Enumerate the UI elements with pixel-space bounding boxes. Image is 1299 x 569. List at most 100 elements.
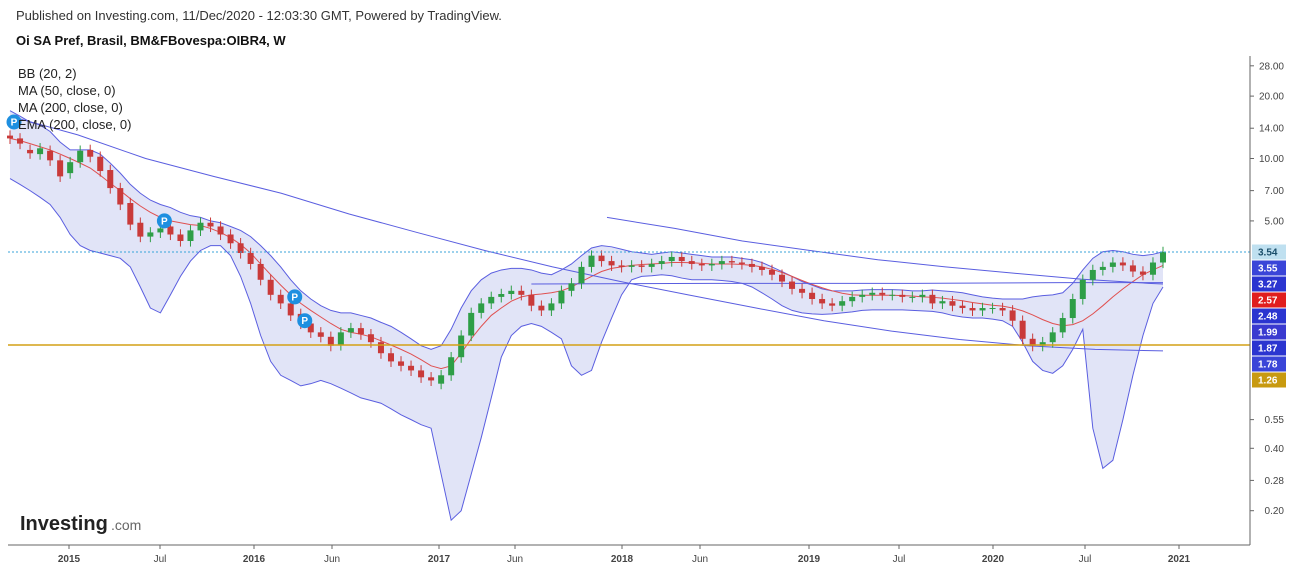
candle-body: [648, 263, 655, 267]
candle-body: [518, 290, 525, 295]
candle-body: [6, 135, 14, 139]
y-tick-label: 0.20: [1265, 506, 1285, 517]
candle-body: [768, 269, 775, 275]
p-marker-label: P: [301, 316, 308, 327]
candle-body: [839, 301, 846, 306]
candle-body: [819, 299, 826, 304]
candle-body: [1079, 279, 1086, 300]
candle-body: [1139, 271, 1146, 275]
bb-fill: [10, 110, 1163, 521]
y-tick-label: 0.40: [1265, 444, 1285, 455]
candle-body: [688, 261, 695, 264]
candle-body: [257, 263, 264, 280]
candle-body: [468, 312, 475, 336]
candle-body: [488, 296, 495, 304]
y-tick-label: 28.00: [1259, 61, 1284, 72]
candle-body: [317, 332, 324, 337]
candle-body: [1039, 342, 1046, 346]
candle-body: [628, 265, 635, 267]
x-tick-label: Jul: [154, 554, 167, 565]
price-label-text: 1.99: [1258, 328, 1278, 339]
candle-body: [1119, 262, 1126, 266]
candle-body: [387, 353, 394, 362]
price-labels: 3.54 3.55 3.27 2.57 2.48 1.99 1.87 1.78 1.26: [1252, 244, 1286, 388]
y-tick-label: 20.00: [1259, 92, 1284, 103]
candle-body: [408, 365, 415, 371]
candle-body: [1129, 265, 1136, 272]
candle-body: [1009, 310, 1016, 321]
price-label-box: [1252, 356, 1286, 372]
candle-body: [277, 294, 284, 304]
candle-body: [728, 261, 735, 263]
candle-body: [367, 334, 374, 343]
indicator-legend-item: BB (20, 2): [18, 66, 77, 81]
y-tick-label: 5.00: [1265, 216, 1285, 227]
candle-body: [307, 323, 314, 333]
price-label-box: [1252, 260, 1286, 276]
p-marker-label: P: [161, 216, 168, 227]
ema200-line: [606, 216, 1164, 285]
ma200-recent-line: [531, 282, 1163, 285]
candle-body: [27, 149, 34, 154]
candle-body: [869, 292, 876, 295]
candle-body: [67, 162, 74, 174]
candle-body: [57, 160, 64, 177]
candle-body: [568, 283, 575, 291]
candle-body: [528, 294, 535, 306]
x-tick-label: 2016: [243, 554, 266, 565]
bb-upper-line: [9, 110, 1164, 350]
candle-body: [829, 303, 836, 306]
bb-lower-line: [9, 178, 1164, 522]
candle-body: [999, 308, 1006, 311]
candle-body: [1029, 338, 1036, 346]
indicator-legend-item: MA (200, close, 0): [18, 100, 123, 115]
p-marker-icon: [6, 114, 22, 130]
price-label-text: 2.57: [1258, 296, 1278, 307]
candle-body: [1109, 262, 1116, 267]
p-marker-label: P: [11, 118, 18, 129]
y-tick-label: 7.00: [1265, 186, 1285, 197]
candle-body: [969, 308, 976, 311]
x-tick-label: 2021: [1168, 554, 1191, 565]
price-label-text: 3.27: [1258, 280, 1278, 291]
candle-body: [1049, 332, 1056, 343]
x-tick-label: Jun: [324, 554, 340, 565]
p-marker-icon: [287, 289, 303, 305]
candle-body: [207, 222, 214, 227]
candle-body: [718, 261, 725, 264]
candle-body: [548, 303, 555, 311]
axes: 28.00 20.00 14.00 10.00 7.00 5.00 0.55 0.40 0.28…: [8, 56, 1284, 565]
chart-title: Oi SA Pref, Brasil, BM&FBovespa:OIBR4, W: [16, 33, 286, 48]
indicator-legend-item: MA (50, close, 0): [18, 83, 116, 98]
candle-body: [1089, 269, 1096, 280]
x-tick-label: Jul: [893, 554, 906, 565]
candle-body: [1159, 252, 1167, 263]
candle-body: [117, 188, 124, 205]
candle-body: [107, 170, 114, 189]
investing-logo: Investing .com: [20, 513, 141, 535]
candle-body: [558, 290, 565, 304]
price-label-box: [1252, 372, 1286, 388]
indicator-legend-item: EMA (200, close, 0): [18, 117, 131, 132]
candle-body: [438, 375, 445, 384]
candle-body: [478, 303, 485, 313]
candle-body: [177, 234, 184, 242]
price-label-box: [1252, 244, 1286, 260]
candle-body: [287, 303, 294, 316]
candle-body: [799, 288, 806, 293]
candle-body: [448, 357, 455, 376]
candle-body: [979, 308, 986, 311]
candle-body: [598, 255, 605, 262]
candle-body: [909, 296, 916, 298]
candle-body: [678, 256, 685, 262]
candle-body: [37, 148, 44, 155]
candle-body: [428, 377, 435, 381]
bollinger-band-area: [9, 110, 1164, 522]
candle-body: [889, 294, 896, 296]
candle-body: [939, 301, 946, 304]
price-label-text: 3.54: [1258, 248, 1278, 259]
y-tick-label: 14.00: [1259, 124, 1284, 135]
candle-body: [418, 370, 425, 378]
candle-body: [1019, 320, 1026, 339]
